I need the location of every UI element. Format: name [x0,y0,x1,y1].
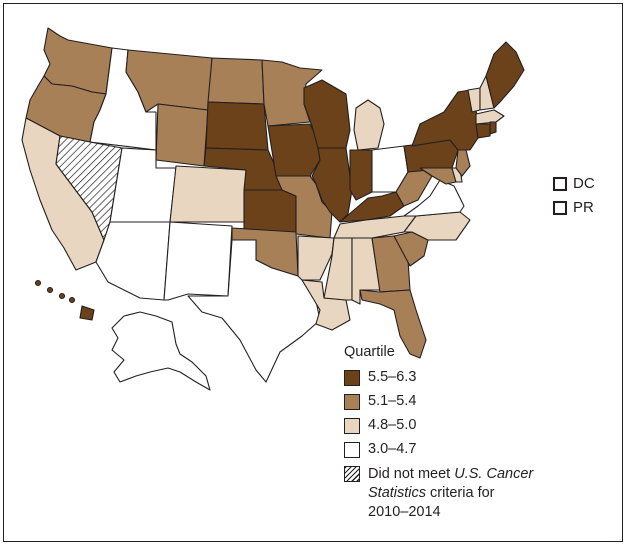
state-ct [475,123,491,139]
legend-label-not-met: Did not meet U.S. Cancer Statistics crit… [368,466,534,520]
legend-label-q1: 3.0–4.7 [368,441,417,457]
state-sc [393,231,429,267]
pr-swatch [553,201,567,215]
state-ak [111,311,211,391]
state-az [95,221,171,301]
state-nd [207,57,265,105]
state-hi [79,305,95,321]
hawaii-island-3 [58,292,66,300]
hawaii-island-4 [68,296,76,304]
legend-label-q2: 4.8–5.0 [368,417,417,433]
legend-title: Quartile [344,344,395,360]
dc-swatch [553,177,567,191]
legend-swatch-q1 [344,442,360,458]
state-mo [275,175,333,239]
state-ga [371,235,411,293]
state-fl [359,289,427,359]
legend-swatch-q4 [344,370,360,386]
state-ny [411,89,479,151]
legend-swatch-q2 [344,418,360,434]
state-ks [243,189,297,233]
state-ma [475,109,505,125]
hawaii-island-1 [34,279,42,287]
state-va [403,179,465,217]
legend-label-q4: 5.5–6.3 [368,369,417,385]
dc-label: DC [573,175,595,192]
state-md [419,167,457,185]
state-ia [267,123,321,177]
legend-swatch-q3 [344,394,360,410]
state-wy [155,103,209,167]
state-nm [163,221,233,301]
pr-label: PR [573,199,594,216]
state-me [485,41,525,109]
legend-label-q3: 5.1–5.4 [368,393,417,409]
legend-swatch-hatch [344,466,360,482]
state-mi [353,99,385,151]
state-la [301,279,351,331]
state-in [349,149,373,201]
state-ri [489,121,497,135]
hawaii-island-2 [46,286,54,294]
state-co [169,165,247,223]
state-tx [187,239,321,383]
state-sd [205,101,269,151]
